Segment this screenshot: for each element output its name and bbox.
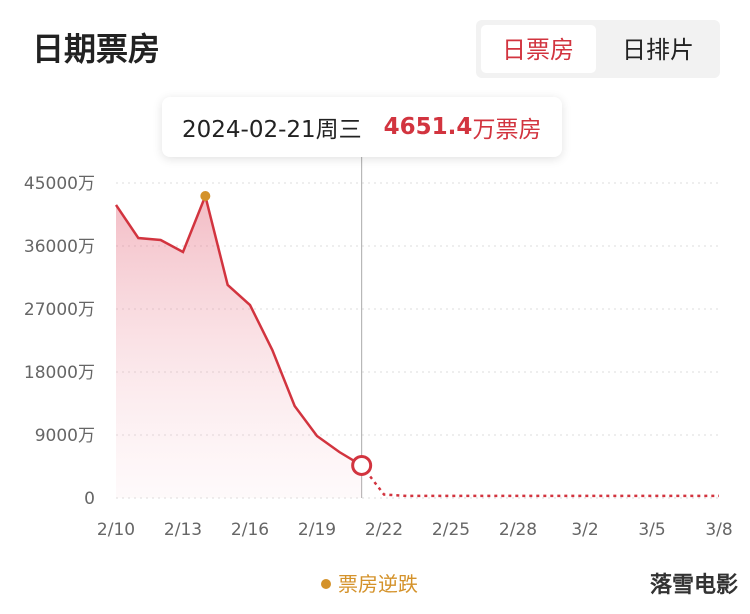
- x-tick-label: 2/22: [365, 520, 403, 540]
- tooltip-date: 2024-02-21周三: [182, 117, 362, 143]
- highlight-point: [200, 191, 211, 202]
- tooltip-value: 4651.4: [383, 114, 473, 140]
- tooltip-unit: 万票房: [472, 117, 542, 143]
- y-tick-label: 27000万: [24, 300, 95, 320]
- tab[interactable]: 日票房: [502, 36, 574, 64]
- x-tick-label: 2/25: [432, 520, 470, 540]
- y-tick-label: 0: [84, 489, 95, 509]
- line: [114, 191, 363, 467]
- y-tick-label: 9000万: [35, 426, 95, 446]
- x-tick-label: 2/10: [97, 520, 135, 540]
- x-tick-label: 3/5: [638, 520, 665, 540]
- watermark: 落雪电影: [650, 573, 738, 598]
- legend-label: 票房逆跌: [338, 572, 418, 596]
- x-tick-label: 2/13: [164, 520, 202, 540]
- tab-active-bg: [481, 25, 596, 73]
- y-tick-label: 36000万: [24, 237, 95, 257]
- tab[interactable]: 日排片: [622, 36, 694, 64]
- x-tick-label: 2/28: [499, 520, 537, 540]
- tooltip: 2024-02-21周三 4651.4 万票房: [162, 97, 562, 157]
- line: [360, 464, 719, 498]
- y-tick-label: 45000万: [24, 174, 95, 194]
- title: 日期票房: [32, 30, 160, 68]
- x-tick-label: 3/8: [705, 520, 732, 540]
- selected-point: [351, 454, 373, 476]
- y-tick-label: 18000万: [24, 363, 95, 383]
- x-tick-label: 3/2: [571, 520, 598, 540]
- legend-marker: [321, 579, 331, 589]
- area: [116, 196, 362, 498]
- x-tick-label: 2/16: [231, 520, 269, 540]
- x-tick-label: 2/19: [298, 520, 336, 540]
